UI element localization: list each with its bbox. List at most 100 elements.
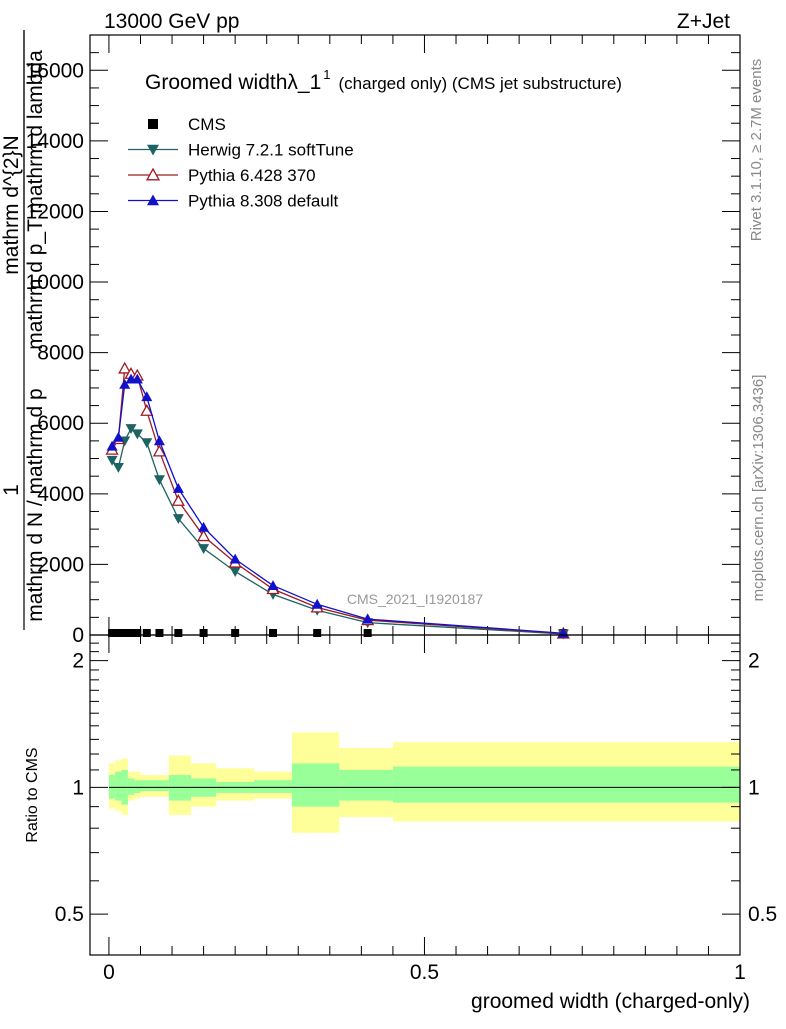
ratio-y-tick-label-right: 1 — [748, 776, 760, 799]
legend-marker — [147, 194, 159, 206]
legend-marker — [145, 167, 161, 181]
x-tick-label: 0.5 — [410, 961, 439, 984]
ylabel-denominator: mathrm d N / mathrm d p — [24, 388, 47, 621]
ratio-y-tick-label: 2 — [72, 650, 84, 673]
data-point — [229, 553, 241, 564]
data-point — [267, 580, 279, 590]
ratio-inner-band — [140, 780, 154, 792]
ratio-plot: 0.5 0.5 1 1 2 2 0 0.5 1 Ratio to CMS groomed wi… — [24, 634, 777, 1013]
ylabel-right-bottom: mathrm d p_T mathrm d lambda — [24, 50, 47, 350]
data-point — [141, 438, 153, 449]
series-line — [111, 427, 564, 635]
ratio-y-tick-label-right: 2 — [748, 650, 760, 673]
series-line — [111, 378, 564, 634]
data-point — [229, 567, 241, 577]
ratio-inner-band — [108, 774, 116, 799]
data-point — [199, 629, 208, 637]
ratio-inner-band — [291, 763, 340, 807]
y-tick-label: 16000 — [26, 59, 84, 82]
mcplots-label: mcplots.cern.ch [arXiv:1306.3436] — [750, 375, 767, 602]
plot-title-sup: 1 — [323, 67, 330, 82]
data-point — [125, 424, 137, 435]
header-right: Z+Jet — [677, 10, 730, 33]
ratio-inner-band — [134, 780, 141, 793]
y-tick-label: 8000 — [37, 342, 84, 365]
ylabel-right-top: mathrm d^{2}N — [0, 135, 23, 274]
ratio-y-tick-label: 0.5 — [55, 903, 84, 926]
ratio-inner-band — [127, 778, 135, 795]
data-point — [198, 544, 210, 555]
data-point — [142, 629, 151, 637]
data-point — [362, 613, 374, 624]
legend-marker — [147, 144, 159, 156]
series-1 — [106, 424, 569, 640]
rivet-label: Rivet 3.1.10, ≥ 2.7M events — [748, 59, 765, 242]
data-point — [363, 629, 372, 637]
data-point — [112, 431, 124, 442]
legend-label: Pythia 8.308 default — [188, 192, 339, 211]
series-2 — [105, 361, 570, 639]
y-tick-label: 10000 — [26, 271, 84, 294]
data-point — [171, 494, 185, 506]
watermark: CMS_2021_I1920187 — [347, 591, 483, 607]
plot-title-suffix: (charged only) (CMS jet substructure) — [339, 74, 622, 93]
data-point — [152, 444, 167, 457]
data-point — [106, 455, 118, 466]
x-tick-label: 0 — [103, 961, 115, 984]
data-point — [174, 629, 183, 637]
plot-title-main: Groomed widthλ_1 — [145, 71, 321, 94]
ratio-inner-band — [392, 766, 740, 803]
x-axis-label: groomed width (charged-only) — [471, 990, 750, 1013]
ratio-inner-band — [339, 769, 393, 801]
legend-item: Herwig 7.2.1 softTune — [128, 141, 354, 160]
ratio-y-tick-label-right: 0.5 — [748, 903, 777, 926]
legend: CMS Herwig 7.2.1 softTune Pythia 6.428 370… — [128, 115, 354, 211]
ylabel-numerator: 1 — [0, 484, 23, 496]
data-point — [140, 404, 154, 416]
y-tick-label: 6000 — [37, 412, 84, 435]
header-left: 13000 GeV pp — [104, 10, 239, 33]
data-point — [269, 629, 278, 637]
series-0 — [108, 629, 568, 637]
data-point — [131, 373, 143, 384]
x-tick-label: 1 — [734, 961, 746, 984]
data-point — [106, 440, 118, 451]
legend-label: CMS — [188, 115, 226, 134]
legend-label: Herwig 7.2.1 softTune — [188, 141, 354, 160]
data-point — [131, 429, 143, 440]
data-point — [196, 529, 211, 542]
data-point — [313, 629, 322, 637]
data-point — [141, 391, 153, 402]
data-point — [119, 378, 131, 389]
data-point — [153, 435, 165, 446]
data-point — [114, 629, 123, 637]
legend-marker — [148, 119, 158, 129]
data-point — [311, 598, 323, 609]
data-point — [133, 629, 142, 637]
legend-label: Pythia 6.428 370 — [188, 166, 316, 185]
data-point — [198, 521, 210, 532]
data-point — [172, 483, 184, 493]
data-point — [118, 361, 132, 374]
main-plot: 0 2000 4000 6000 8000 10000 12000 14000 16000 Gr… — [0, 30, 741, 647]
legend-item: Pythia 8.308 default — [128, 192, 339, 211]
data-point — [153, 475, 165, 486]
y-tick-label: 2000 — [37, 553, 84, 576]
ratio-plot-frame — [89, 634, 741, 956]
plot-title: Groomed widthλ_1 1 (charged only) (CMS jet… — [145, 67, 622, 94]
data-point — [155, 629, 164, 637]
y-tick-label: 0 — [72, 624, 84, 647]
data-point — [127, 629, 136, 637]
y-tick-label: 4000 — [37, 483, 84, 506]
data-point — [172, 514, 184, 525]
ratio-y-tick-label: 1 — [72, 776, 84, 799]
data-point — [112, 462, 124, 473]
ratio-inner-band — [254, 780, 292, 793]
y-tick-label: 14000 — [26, 130, 84, 153]
ratio-inner-band — [153, 780, 169, 792]
series-3 — [106, 373, 569, 638]
legend-item: CMS — [148, 115, 226, 134]
legend-item: Pythia 6.428 370 — [128, 166, 316, 185]
ratio-ylabel: Ratio to CMS — [24, 747, 41, 842]
